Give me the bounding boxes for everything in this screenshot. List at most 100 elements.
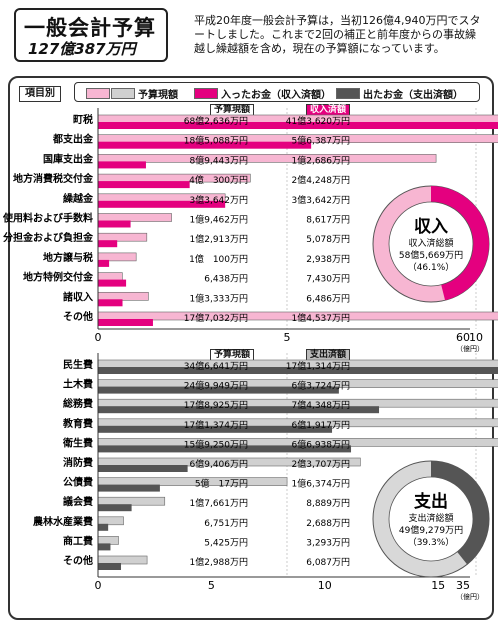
total-amount: 127億387万円 xyxy=(28,40,136,58)
expense-actual-value: 6億3,724万円 xyxy=(292,380,351,392)
revenue-budget-value: 18億5,088万円 xyxy=(184,135,248,147)
expense-category-label: 議会費 xyxy=(63,495,93,508)
revenue-actual-bar xyxy=(98,181,190,189)
expense-actual-bar xyxy=(98,445,352,453)
legend-budget-label: 予算現額 xyxy=(138,90,178,101)
expense-budget-value: 17億8,925万円 xyxy=(184,399,248,411)
expense-actual-bar xyxy=(98,406,380,414)
revenue-budget-bar xyxy=(97,272,123,281)
revenue-actual-bar xyxy=(98,240,118,248)
legend-budget: 予算現額 xyxy=(86,86,178,101)
expense-tick-label: 10 xyxy=(318,579,332,592)
revenue-category-label: 都支出金 xyxy=(52,133,94,146)
revenue-budget-bar xyxy=(97,232,148,242)
expense-category-label: 衛生費 xyxy=(62,436,93,449)
expense-budget-value: 1億7,661万円 xyxy=(190,497,249,509)
expense-budget-bar xyxy=(97,536,119,545)
expense-tick-label: 15 xyxy=(431,579,445,592)
expense-budget-value: 17億1,374万円 xyxy=(184,419,248,431)
expense-category-label: 商工費 xyxy=(63,534,93,547)
legend-income-label: 入ったお金（収入済額） xyxy=(221,90,331,101)
expense-actual-value: 7億4,348万円 xyxy=(292,399,351,411)
revenue-budget-bar xyxy=(97,213,172,222)
revenue-actual-value: 3億3,642万円 xyxy=(292,194,351,206)
legend-bracket xyxy=(74,82,480,102)
revenue-budget-value: 8億9,443万円 xyxy=(190,154,249,166)
expense-actual-bar xyxy=(98,465,188,472)
revenue-pie-label: 収入 xyxy=(414,217,448,237)
expense-actual-bar xyxy=(98,504,132,512)
revenue-budget-value: 6,438万円 xyxy=(204,274,248,285)
revenue-actual-bar xyxy=(98,279,127,287)
revenue-actual-value: 1億2,686万円 xyxy=(292,154,351,166)
revenue-unit-label: （億円） xyxy=(456,344,484,353)
revenue-actual-bar xyxy=(98,319,153,326)
revenue-budget-bar xyxy=(97,291,149,301)
expense-category-label: 土木費 xyxy=(63,378,93,391)
revenue-category-label: 町税 xyxy=(73,113,93,126)
expense-actual-value: 8,889万円 xyxy=(306,498,350,509)
revenue-category-label: その他 xyxy=(63,310,93,323)
revenue-actual-value: 5億6,387万円 xyxy=(292,135,351,147)
expense-pie-amount: 49億9,279万円 xyxy=(399,524,463,536)
expense-actual-bar xyxy=(98,386,339,394)
revenue-actual-bar xyxy=(98,122,498,129)
revenue-pie-percent: （46.1%） xyxy=(408,262,455,273)
revenue-pie-sublabel: 収入済総額 xyxy=(408,237,453,249)
revenue-actual-value: 2,938万円 xyxy=(306,254,350,265)
expense-actual-value: 2,688万円 xyxy=(306,518,350,529)
legend-expense-swatch xyxy=(336,88,360,99)
revenue-tick-label: 5 xyxy=(284,331,291,344)
title-box xyxy=(14,8,168,62)
legend-income: 入ったお金（収入済額） xyxy=(194,86,331,101)
revenue-category-label: 繰越金 xyxy=(63,192,94,205)
expense-actual-value: 6億1,917万円 xyxy=(292,419,351,431)
expense-actual-value: 6億6,938万円 xyxy=(292,438,351,450)
expense-pie-hole xyxy=(388,476,474,562)
revenue-category-label: 地方譲与税 xyxy=(43,251,93,264)
expense-budget-value: 15億9,250万円 xyxy=(184,438,248,450)
expense-budget-bar xyxy=(97,555,148,565)
expense-budget-value: 5億 17万円 xyxy=(195,478,248,490)
expense-category-label: 農林水産業費 xyxy=(33,515,93,528)
revenue-tick-label: 0 xyxy=(95,331,102,344)
revenue-tick-label: 10 xyxy=(469,331,483,344)
revenue-actual-value: 41億3,620万円 xyxy=(286,115,350,127)
expense-budget-value: 24億9,949万円 xyxy=(184,380,248,392)
expense-actual-bar xyxy=(98,484,160,492)
expense-actual-value: 1億6,374万円 xyxy=(292,478,351,490)
expense-actual-bar xyxy=(98,523,109,531)
revenue-budget-value: 1億3,333万円 xyxy=(190,292,249,304)
revenue-budget-value: 17億7,032万円 xyxy=(184,312,248,324)
expense-category-label: 消防費 xyxy=(63,456,93,469)
expense-budget-value: 34億6,641万円 xyxy=(184,360,248,372)
revenue-budget-value: 1億2,913万円 xyxy=(190,233,249,245)
revenue-tick-label: 60 xyxy=(456,331,470,344)
legend-income-swatch xyxy=(194,88,218,99)
expense-unit-label: （億円） xyxy=(456,592,484,601)
expense-category-label: 教育費 xyxy=(62,417,93,430)
expense-actual-bar xyxy=(98,425,333,433)
revenue-budget-value: 1億9,462万円 xyxy=(190,214,249,226)
revenue-actual-value: 5,078万円 xyxy=(306,234,350,245)
revenue-budget-bar xyxy=(97,154,437,163)
expense-tick-label: 0 xyxy=(95,579,102,592)
revenue-category-label: 国庫支出金 xyxy=(43,152,94,165)
legend-budget-revenue-swatch xyxy=(86,88,110,99)
revenue-category-label: 使用料および手数料 xyxy=(2,212,93,225)
expense-actual-value: 6,087万円 xyxy=(306,557,350,568)
expense-actual-bar xyxy=(98,543,111,551)
revenue-actual-value: 8,617万円 xyxy=(306,215,350,226)
expense-tick-label: 5 xyxy=(208,579,215,592)
revenue-actual-value: 6,486万円 xyxy=(306,293,350,304)
expense-category-label: 民生費 xyxy=(63,358,93,371)
revenue-actual-bar xyxy=(98,161,146,169)
expense-pie-label: 支出 xyxy=(414,491,448,512)
expense-actual-value: 2億3,707万円 xyxy=(292,458,351,470)
expense-budget-value: 1億2,988万円 xyxy=(190,556,249,568)
revenue-actual-bar xyxy=(98,141,312,149)
expense-budget-value: 6億9,406万円 xyxy=(190,458,249,470)
revenue-actual-value: 7,430万円 xyxy=(306,274,350,285)
revenue-budget-bar xyxy=(97,252,137,262)
